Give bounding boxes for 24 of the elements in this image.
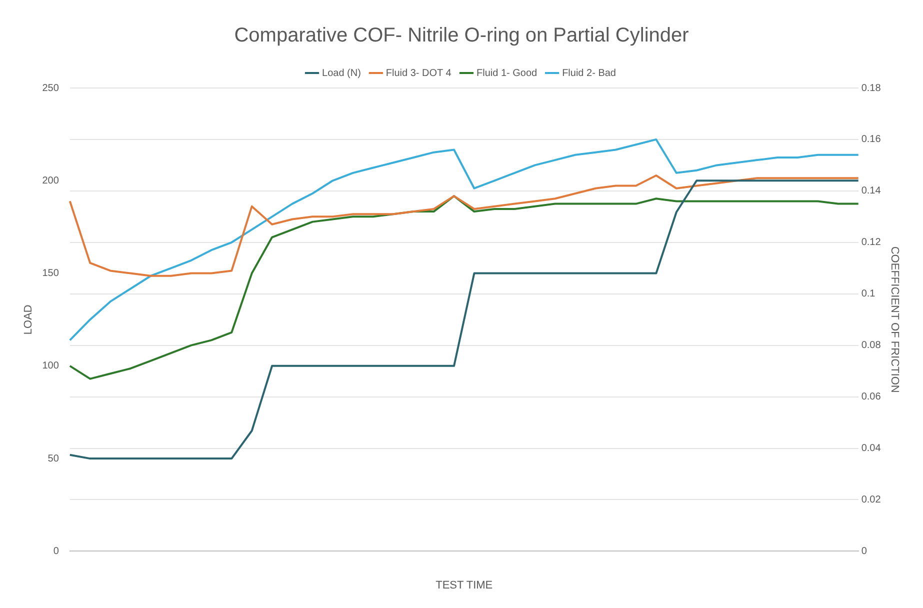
y-tick-label: 100 — [42, 360, 60, 372]
y-tick-label: 150 — [42, 268, 60, 280]
y2-tick-label: 0 — [861, 546, 868, 557]
y2-tick-label: 0.06 — [861, 392, 882, 403]
y-tick-label: 250 — [42, 82, 60, 94]
y2-tick-label: 0.1 — [861, 288, 876, 300]
legend-label: Fluid 2- Bad — [562, 68, 616, 79]
chart-title: Comparative COF- Nitrile O-ring on Partial Cylinder — [234, 24, 690, 47]
y2-tick-label: 0.12 — [861, 237, 882, 248]
y2-tick-label: 0.02 — [861, 494, 882, 506]
y2-tick-label: 0.16 — [861, 134, 882, 146]
y-tick-label: 0 — [53, 546, 60, 557]
y2-tick-label: 0.14 — [861, 186, 882, 197]
legend-label: Load (N) — [322, 68, 361, 79]
x-axis-title: TEST TIME — [436, 579, 493, 592]
y-tick-label: 50 — [48, 453, 60, 464]
y2-tick-label: 0.04 — [861, 443, 882, 454]
y-tick-label: 200 — [42, 175, 60, 186]
y2-axis-title: COEFFICIENT OF FRICTION — [888, 246, 900, 393]
y2-tick-label: 0.18 — [861, 82, 882, 94]
legend-label: Fluid 3- DOT 4 — [386, 68, 452, 79]
y2-tick-label: 0.08 — [861, 340, 882, 352]
legend-label: Fluid 1- Good — [476, 68, 538, 79]
y-axis-title: LOAD — [22, 304, 35, 335]
